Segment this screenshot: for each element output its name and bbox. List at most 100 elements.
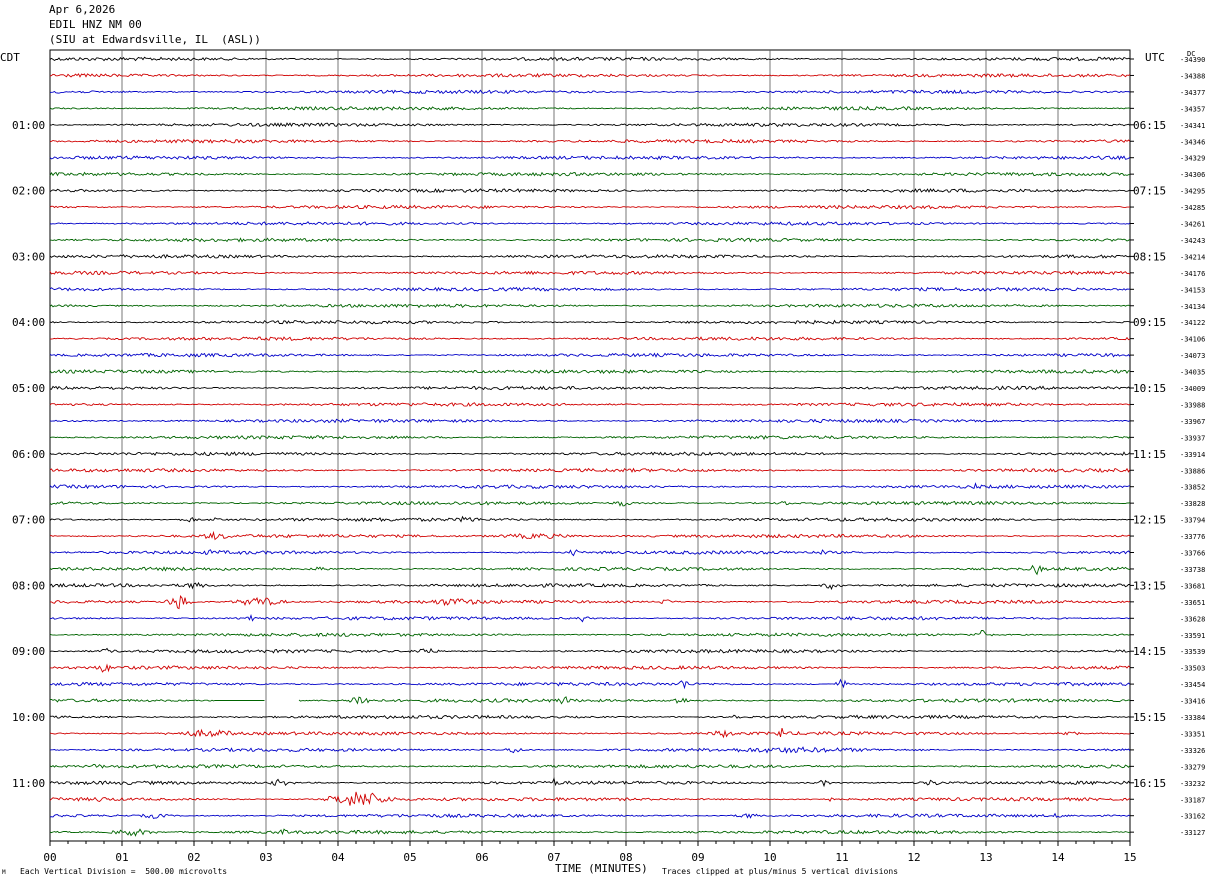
right-hour-label: 06:15 (1133, 119, 1166, 132)
left-hour-label: 01:00 (12, 119, 45, 132)
trace-line (49, 122, 1131, 128)
trace-line (49, 72, 1131, 79)
clip-note: Traces clipped at plus/minus 5 vertical … (662, 867, 899, 876)
dc-offset-label: -34009 (1180, 385, 1205, 393)
dc-offset-label: -33187 (1180, 796, 1205, 804)
right-hour-label: 12:15 (1133, 514, 1166, 527)
dc-offset-label: -33651 (1180, 599, 1205, 607)
dc-offset-label: -33127 (1180, 829, 1205, 837)
left-hour-label: 04:00 (12, 316, 45, 329)
dc-offset-label: -33988 (1180, 401, 1205, 409)
left-hour-label: 07:00 (12, 514, 45, 527)
dc-offset-label: -34346 (1180, 138, 1205, 146)
trace-line (49, 482, 1131, 490)
right-hour-label: 15:15 (1133, 711, 1166, 724)
dc-offset-label: -34134 (1180, 303, 1205, 311)
dc-offset-label: -34388 (1180, 72, 1205, 80)
right-hour-label: 13:15 (1133, 579, 1166, 592)
dc-offset-label: -34341 (1180, 122, 1205, 130)
right-hour-label: 07:15 (1133, 185, 1166, 198)
trace-line (49, 155, 1131, 161)
dc-label: DC (1187, 50, 1195, 58)
trace-line (49, 402, 1131, 407)
trace-line (49, 714, 1131, 720)
trace-line (50, 595, 1131, 610)
right-hour-label: 09:15 (1133, 316, 1166, 329)
left-hour-label: 11:00 (12, 777, 45, 790)
x-tick-label: 05 (403, 851, 416, 864)
left-hour-label: 02:00 (12, 185, 45, 198)
dc-offset-label: -34329 (1180, 155, 1205, 163)
dc-offset-label: -34357 (1180, 105, 1205, 113)
trace-line (49, 352, 1131, 358)
trace-line (49, 286, 1131, 292)
trace-line (49, 791, 1131, 806)
dc-offset-label: -33454 (1180, 681, 1205, 689)
dc-offset-label: -33886 (1180, 467, 1205, 475)
left-hour-label: 09:00 (12, 645, 45, 658)
trace-line (49, 746, 1131, 754)
dc-offset-label: -33351 (1180, 730, 1205, 738)
trace-line (49, 336, 1131, 342)
dc-offset-label: -34153 (1180, 286, 1205, 294)
trace-line (49, 812, 1131, 820)
dc-offset-label: -33326 (1180, 747, 1205, 755)
x-tick-label: 06 (475, 851, 488, 864)
x-tick-label: 03 (259, 851, 272, 864)
dc-offset-label: -34243 (1180, 237, 1205, 245)
right-hour-label: 08:15 (1133, 250, 1166, 263)
dc-offset-label: -33162 (1180, 813, 1205, 821)
x-tick-label: 11 (835, 851, 848, 864)
dc-offset-label: -34390 (1180, 56, 1205, 64)
trace-line (49, 500, 1131, 507)
left-hour-label: 08:00 (12, 579, 45, 592)
trace-line (49, 451, 1131, 457)
dc-offset-label: -33681 (1180, 582, 1205, 590)
right-hour-label: 16:15 (1133, 777, 1166, 790)
x-axis-title: TIME (MINUTES) (555, 862, 648, 875)
dc-offset-label: -33503 (1180, 665, 1205, 673)
trace-line (49, 614, 1131, 623)
left-hour-label: 10:00 (12, 711, 45, 724)
trace-line (49, 435, 1131, 440)
dc-offset-label: -33937 (1180, 434, 1205, 442)
trace-line (49, 763, 1131, 769)
left-hour-label: 03:00 (12, 250, 45, 263)
dc-offset-label: -33384 (1180, 714, 1205, 722)
dc-offset-label: -34176 (1180, 270, 1205, 278)
trace-line (49, 564, 1131, 576)
dc-offset-label: -33591 (1180, 632, 1205, 640)
x-tick-label: 00 (43, 851, 56, 864)
dc-offset-label: -33967 (1180, 418, 1205, 426)
corner-mark: M (2, 869, 6, 876)
x-tick-label: 02 (187, 851, 200, 864)
right-hour-label: 14:15 (1133, 645, 1166, 658)
x-tick-label: 10 (763, 851, 776, 864)
left-axis-label: CDT (0, 51, 20, 64)
dc-offset-label: -33416 (1180, 698, 1205, 706)
trace-line (49, 105, 1131, 111)
left-hour-label: 06:00 (12, 448, 45, 461)
right-axis-label: UTC (1145, 51, 1165, 64)
trace-line (49, 678, 1131, 690)
trace-line (49, 221, 1131, 226)
dc-offset-label: -33794 (1180, 517, 1205, 525)
trace-line (49, 581, 1130, 591)
dc-offset-label: -34035 (1180, 369, 1205, 377)
dc-offset-label: -33232 (1180, 780, 1205, 788)
scale-note: Each Vertical Division = 500.00 microvol… (20, 867, 228, 876)
trace-line (49, 253, 1131, 259)
dc-offset-label: -34295 (1180, 188, 1205, 196)
trace-line (49, 188, 1131, 194)
dc-offset-label: -33766 (1180, 550, 1205, 558)
dc-offset-label: -33914 (1180, 451, 1205, 459)
dc-offset-label: -33738 (1180, 566, 1205, 574)
trace-line (49, 727, 1131, 739)
trace-line (49, 385, 1131, 391)
header-location: (SIU at Edwardsville, IL (ASL)) (49, 33, 261, 46)
left-hour-label: 05:00 (12, 382, 45, 395)
x-tick-label: 08 (619, 851, 632, 864)
x-tick-label: 01 (115, 851, 128, 864)
trace-line (49, 530, 1131, 541)
